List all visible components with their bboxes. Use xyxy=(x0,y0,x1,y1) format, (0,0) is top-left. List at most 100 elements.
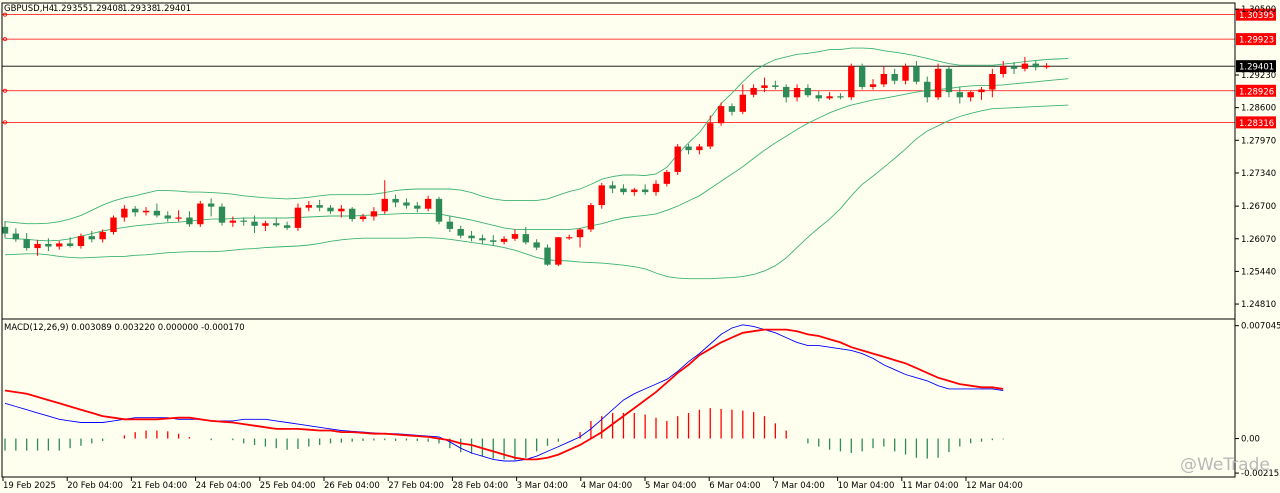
candle[interactable] xyxy=(240,217,247,226)
candle[interactable] xyxy=(620,184,627,195)
candle[interactable] xyxy=(858,63,866,90)
candle[interactable] xyxy=(761,77,768,93)
candle[interactable] xyxy=(989,68,996,98)
price-level-handle[interactable] xyxy=(3,120,8,125)
candle[interactable] xyxy=(598,182,605,209)
candle[interactable] xyxy=(66,237,74,248)
candle[interactable] xyxy=(77,233,85,249)
candle[interactable] xyxy=(707,115,714,150)
candle[interactable] xyxy=(294,203,302,231)
candle[interactable] xyxy=(175,210,182,222)
candle[interactable] xyxy=(544,244,551,266)
candle[interactable] xyxy=(804,84,812,98)
candle[interactable] xyxy=(338,205,345,218)
candle[interactable] xyxy=(1,221,9,238)
candle[interactable] xyxy=(956,86,963,104)
candle[interactable] xyxy=(500,236,508,245)
candle[interactable] xyxy=(327,205,334,214)
candle[interactable] xyxy=(110,215,117,235)
candle[interactable] xyxy=(132,206,139,217)
candle[interactable] xyxy=(934,63,942,100)
candle[interactable] xyxy=(696,143,703,155)
candle[interactable] xyxy=(576,227,584,248)
candle[interactable] xyxy=(793,84,801,102)
candle[interactable] xyxy=(587,203,595,233)
candle[interactable] xyxy=(490,235,497,246)
price-level-handle[interactable] xyxy=(3,88,8,93)
candle[interactable] xyxy=(23,233,30,251)
candle[interactable] xyxy=(435,196,443,225)
candle[interactable] xyxy=(153,203,161,218)
candle[interactable] xyxy=(45,238,52,252)
candle[interactable] xyxy=(783,84,790,103)
candle[interactable] xyxy=(978,86,985,100)
candle[interactable] xyxy=(674,143,681,176)
candle[interactable] xyxy=(424,195,432,212)
candle[interactable] xyxy=(967,91,974,102)
candle[interactable] xyxy=(1000,61,1007,78)
candle[interactable] xyxy=(869,79,877,90)
candle[interactable] xyxy=(218,203,226,226)
candle[interactable] xyxy=(186,211,193,227)
candle[interactable] xyxy=(685,143,692,155)
candle[interactable] xyxy=(891,68,898,85)
candle[interactable] xyxy=(739,84,746,114)
candle[interactable] xyxy=(381,180,388,214)
candle[interactable] xyxy=(468,230,475,242)
candle[interactable] xyxy=(924,76,931,103)
candle[interactable] xyxy=(728,103,736,116)
candle[interactable] xyxy=(34,239,41,256)
candle[interactable] xyxy=(1010,62,1018,74)
candle[interactable] xyxy=(414,201,421,213)
candle[interactable] xyxy=(262,220,269,231)
candle[interactable] xyxy=(631,187,638,196)
candle[interactable] xyxy=(479,234,486,245)
candle[interactable] xyxy=(349,207,356,222)
candle[interactable] xyxy=(641,184,649,195)
candle[interactable] xyxy=(1032,61,1039,71)
candle[interactable] xyxy=(446,216,454,233)
candle[interactable] xyxy=(229,216,237,227)
candle[interactable] xyxy=(848,63,855,100)
candle[interactable] xyxy=(609,181,616,194)
candle[interactable] xyxy=(370,207,378,221)
candle[interactable] xyxy=(164,211,171,222)
candle[interactable] xyxy=(457,225,464,239)
candle[interactable] xyxy=(283,221,291,230)
candle[interactable] xyxy=(251,215,258,234)
price-level-handle[interactable] xyxy=(3,37,8,42)
candle[interactable] xyxy=(99,229,106,243)
candle[interactable] xyxy=(359,213,367,222)
candle[interactable] xyxy=(392,194,399,208)
candle[interactable] xyxy=(566,234,573,240)
candle[interactable] xyxy=(305,200,312,212)
candle[interactable] xyxy=(913,61,920,85)
candle[interactable] xyxy=(902,63,909,85)
candle[interactable] xyxy=(826,92,833,100)
candle[interactable] xyxy=(652,180,660,196)
candle[interactable] xyxy=(207,198,215,217)
candle[interactable] xyxy=(121,205,128,222)
candle[interactable] xyxy=(12,228,20,242)
candle[interactable] xyxy=(88,230,95,243)
candle[interactable] xyxy=(316,199,323,212)
price-level-handle[interactable] xyxy=(3,12,8,17)
candle[interactable] xyxy=(815,91,822,102)
candle[interactable] xyxy=(403,198,410,209)
candle[interactable] xyxy=(880,66,888,87)
candle[interactable] xyxy=(663,169,671,187)
candle[interactable] xyxy=(837,93,844,100)
candle[interactable] xyxy=(533,239,540,251)
candle[interactable] xyxy=(945,66,953,98)
candle[interactable] xyxy=(511,229,519,241)
candle[interactable] xyxy=(522,226,529,245)
candle[interactable] xyxy=(56,240,63,250)
candle[interactable] xyxy=(717,102,725,126)
candle[interactable] xyxy=(142,207,150,216)
candle[interactable] xyxy=(555,237,562,267)
candle[interactable] xyxy=(197,200,204,227)
candle[interactable] xyxy=(750,84,757,98)
candle[interactable] xyxy=(1021,56,1029,72)
